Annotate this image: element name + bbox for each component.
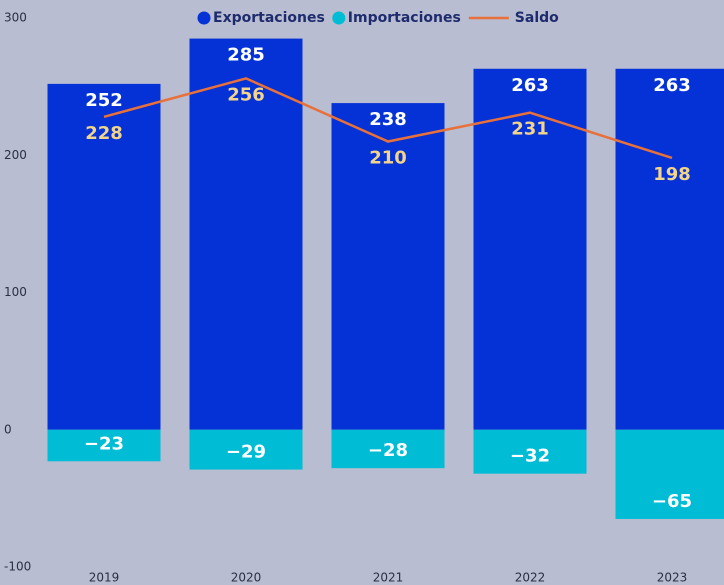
x-tick-label: 2021 xyxy=(373,571,404,585)
y-tick-label: 200 xyxy=(4,148,27,162)
y-tick-label: -100 xyxy=(4,560,31,574)
data-label: 263 xyxy=(653,75,691,96)
bar xyxy=(331,429,445,469)
bar xyxy=(47,83,161,430)
data-label: 256 xyxy=(227,84,265,105)
data-label: −28 xyxy=(368,440,408,461)
bar xyxy=(615,68,724,430)
legend-label: Importaciones xyxy=(348,10,461,26)
y-tick-label: 100 xyxy=(4,285,27,299)
y-tick-label: 0 xyxy=(4,422,12,436)
bar xyxy=(473,68,587,430)
legend-label: Exportaciones xyxy=(213,10,325,26)
line xyxy=(103,77,673,160)
data-label: −29 xyxy=(226,442,266,463)
data-label: 263 xyxy=(511,75,549,96)
x-tick-label: 2022 xyxy=(515,571,546,585)
bar xyxy=(189,38,303,430)
data-label: 285 xyxy=(227,45,265,66)
x-tick-label: 2019 xyxy=(89,571,120,585)
bar xyxy=(331,103,445,430)
data-label: 252 xyxy=(85,90,123,111)
y-tick-label: 300 xyxy=(4,11,27,25)
data-label: 198 xyxy=(653,164,691,185)
data-label: 228 xyxy=(85,123,123,144)
x-tick-label: 2023 xyxy=(657,571,688,585)
data-label: 238 xyxy=(369,109,407,130)
x-tick-label: 2020 xyxy=(231,571,262,585)
data-label: −23 xyxy=(84,433,124,454)
bar xyxy=(473,429,587,474)
legend-swatch xyxy=(197,11,211,25)
legend-label: Saldo xyxy=(515,10,559,26)
data-label: −65 xyxy=(652,491,692,512)
bar xyxy=(189,429,303,470)
data-label: 210 xyxy=(369,148,407,169)
bar xyxy=(615,429,724,519)
bar xyxy=(47,429,161,462)
data-label: 231 xyxy=(511,119,549,140)
data-label: −32 xyxy=(510,446,550,467)
legend-swatch xyxy=(332,11,346,25)
